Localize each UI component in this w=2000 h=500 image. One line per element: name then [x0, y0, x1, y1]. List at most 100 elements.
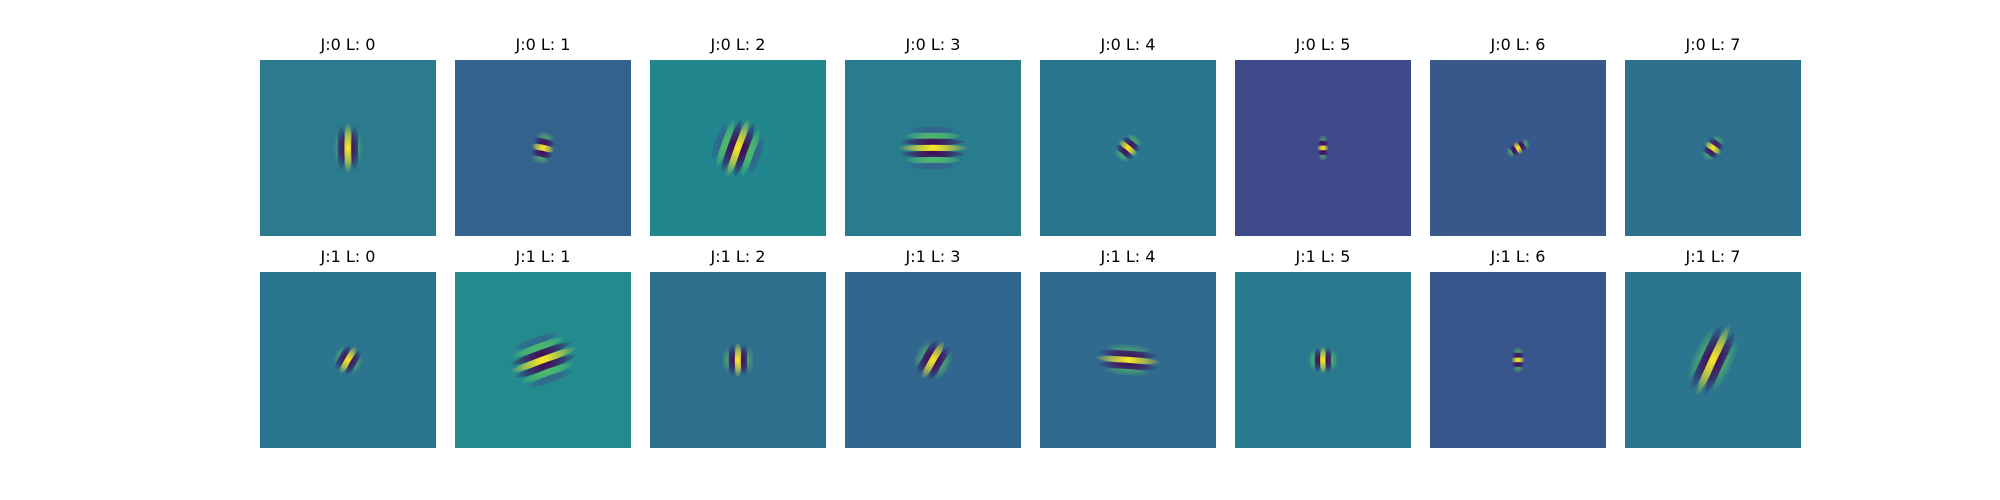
filter-band: [536, 132, 555, 140]
filter-band: [531, 156, 550, 164]
filter-band: [1123, 136, 1140, 152]
filter-peak: [339, 346, 357, 374]
filter-band: [337, 125, 345, 171]
panel-title: J:1 L: 7: [1685, 247, 1741, 266]
filter-band: [1098, 350, 1159, 358]
filter-panel: [1235, 272, 1411, 448]
filter-peak: [531, 143, 555, 153]
filter-band: [728, 344, 736, 376]
panel-title: J:1 L: 3: [905, 247, 961, 266]
panel-title: J:1 L: 1: [515, 247, 571, 266]
filter-band: [1318, 154, 1328, 160]
filter-peak: [897, 144, 969, 152]
filter-band: [351, 125, 359, 171]
filter-peak: [734, 342, 742, 378]
panel-title: J:0 L: 3: [905, 35, 961, 54]
filter-band: [916, 339, 938, 374]
filter-band: [512, 337, 565, 358]
filter-band: [1317, 140, 1329, 146]
filter-band: [1325, 347, 1332, 373]
filter-band: [901, 138, 965, 146]
filter-band: [1511, 352, 1525, 358]
panel-title: J:1 L: 0: [320, 247, 376, 266]
filter-peak: [509, 347, 577, 373]
filter-panel: [1625, 272, 1801, 448]
filter-panel: [1040, 272, 1216, 448]
filter-band: [1318, 136, 1328, 142]
filter-panel: [455, 60, 631, 236]
filter-band: [711, 121, 727, 161]
filter-band: [928, 346, 950, 381]
filter-peak: [726, 117, 750, 179]
filter-band: [722, 346, 730, 374]
filter-band: [1317, 150, 1329, 156]
filter-band: [935, 352, 954, 382]
filter-band: [345, 350, 361, 376]
filter-band: [746, 346, 754, 374]
filter-peak: [1513, 141, 1523, 155]
filter-panel: [1040, 60, 1216, 236]
filter-peak: [1317, 145, 1329, 151]
filter-band: [909, 162, 957, 170]
panel-title: J:0 L: 7: [1685, 35, 1741, 54]
filter-band: [741, 129, 760, 176]
filter-peak: [1094, 355, 1162, 365]
filter-band: [1512, 348, 1524, 354]
filter-panel: [455, 272, 631, 448]
panel-title: J:1 L: 2: [710, 247, 766, 266]
filter-peak: [1320, 346, 1326, 374]
filter-band: [1510, 144, 1518, 156]
panel-title: J:1 L: 6: [1490, 247, 1546, 266]
filter-band: [1713, 338, 1740, 394]
filter-band: [721, 119, 742, 173]
filter-panel: [1625, 60, 1801, 236]
panel-title: J:0 L: 2: [710, 35, 766, 54]
filter-band: [357, 128, 366, 168]
filter-band: [1330, 349, 1337, 371]
filter-band: [1708, 138, 1724, 150]
filter-band: [335, 344, 351, 370]
filter-panel: [650, 272, 826, 448]
filter-band: [1512, 366, 1524, 372]
filter-band: [1700, 151, 1714, 162]
filter-peak: [1704, 141, 1722, 155]
filter-panel: [260, 272, 436, 448]
filter-band: [351, 355, 366, 377]
filter-peak: [921, 340, 945, 380]
filter-band: [515, 354, 576, 378]
panel-title: J:0 L: 6: [1490, 35, 1546, 54]
filter-band: [901, 150, 965, 158]
panel-title: J:1 L: 5: [1295, 247, 1351, 266]
filter-panel: [845, 60, 1021, 236]
filter-panel: [845, 272, 1021, 448]
filter-band: [514, 332, 558, 350]
panel-title: J:1 L: 4: [1100, 247, 1156, 266]
filter-panel: [1430, 60, 1606, 236]
filter-peak: [1511, 357, 1525, 363]
filter-band: [740, 344, 748, 376]
filter-band: [734, 123, 755, 177]
filter-panel: [260, 60, 436, 236]
panel-title: J:0 L: 1: [515, 35, 571, 54]
filter-band: [1518, 140, 1526, 152]
filter-band: [330, 343, 345, 365]
filter-peak: [1695, 323, 1731, 397]
filter-band: [1702, 146, 1718, 158]
panel-title: J:0 L: 4: [1100, 35, 1156, 54]
filter-band: [1690, 324, 1722, 389]
filter-band: [533, 138, 555, 146]
filter-band: [905, 156, 961, 164]
filter-panel: [1430, 272, 1606, 448]
filter-band: [1103, 344, 1155, 352]
filter-band: [1116, 144, 1133, 160]
panel-title: J:0 L: 5: [1295, 35, 1351, 54]
filter-band: [905, 132, 961, 140]
filter-band: [749, 135, 765, 175]
filter-band: [531, 150, 553, 158]
filter-band: [1704, 331, 1736, 396]
filter-band: [1113, 150, 1129, 163]
filter-panel: [1235, 60, 1411, 236]
filter-band: [1101, 368, 1153, 376]
filter-band: [528, 370, 572, 388]
